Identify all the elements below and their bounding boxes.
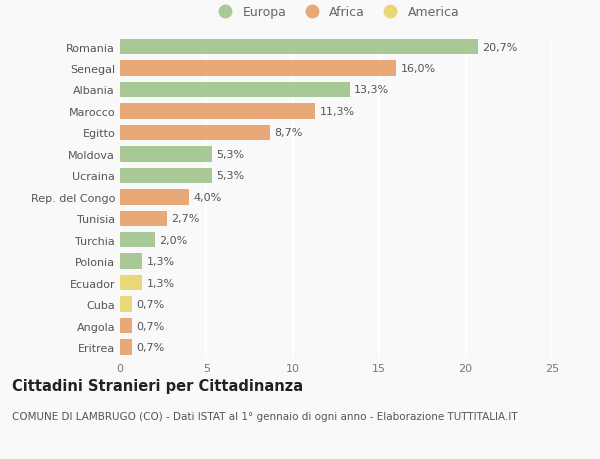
Bar [120, 61, 397, 77]
Bar [120, 168, 212, 184]
Bar [120, 104, 315, 119]
Bar [120, 254, 142, 269]
Text: 0,7%: 0,7% [136, 342, 164, 353]
Text: 5,3%: 5,3% [216, 171, 244, 181]
Text: Cittadini Stranieri per Cittadinanza: Cittadini Stranieri per Cittadinanza [12, 379, 303, 394]
Text: 1,3%: 1,3% [147, 257, 175, 267]
Text: 8,7%: 8,7% [275, 128, 303, 138]
Text: 1,3%: 1,3% [147, 278, 175, 288]
Bar [120, 275, 142, 291]
Text: 0,7%: 0,7% [136, 321, 164, 331]
Bar [120, 83, 350, 98]
Text: 4,0%: 4,0% [193, 192, 221, 202]
Bar [120, 340, 132, 355]
Bar [120, 318, 132, 334]
Bar [120, 147, 212, 162]
Bar [120, 125, 271, 141]
Text: 2,7%: 2,7% [171, 214, 199, 224]
Text: 2,0%: 2,0% [159, 235, 187, 245]
Text: 16,0%: 16,0% [401, 64, 436, 74]
Text: 5,3%: 5,3% [216, 150, 244, 160]
Text: 0,7%: 0,7% [136, 299, 164, 309]
Bar [120, 297, 132, 312]
Bar [120, 211, 167, 226]
Bar [120, 233, 155, 248]
Legend: Europa, Africa, America: Europa, Africa, America [208, 1, 464, 24]
Text: 13,3%: 13,3% [354, 85, 389, 95]
Bar [120, 40, 478, 55]
Bar [120, 190, 189, 205]
Text: 20,7%: 20,7% [482, 42, 517, 52]
Text: 11,3%: 11,3% [320, 106, 355, 117]
Text: COMUNE DI LAMBRUGO (CO) - Dati ISTAT al 1° gennaio di ogni anno - Elaborazione T: COMUNE DI LAMBRUGO (CO) - Dati ISTAT al … [12, 411, 518, 421]
